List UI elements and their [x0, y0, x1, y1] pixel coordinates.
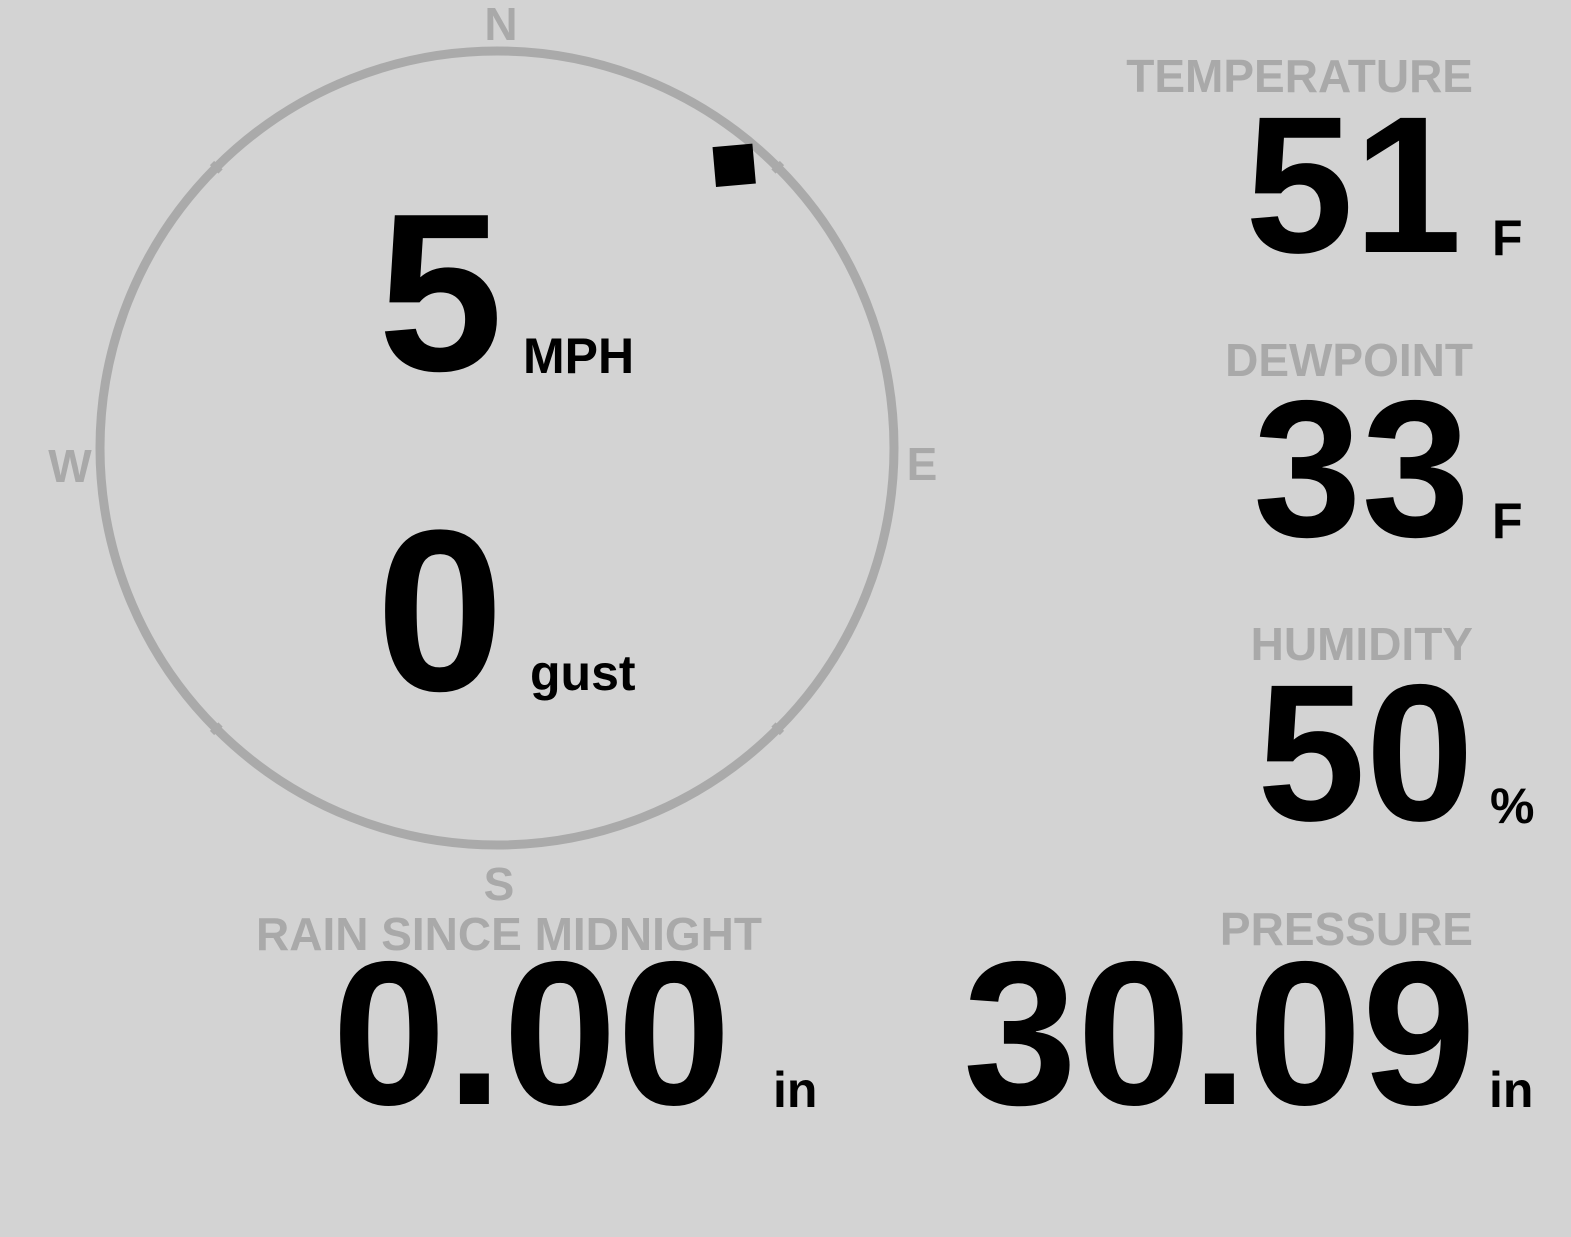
temperature-panel: TEMPERATURE 51 F [1126, 50, 1522, 294]
dewpoint-value: 33 [1253, 360, 1470, 578]
compass-west: W [48, 440, 92, 492]
humidity-unit: % [1490, 778, 1534, 834]
dewpoint-label: DEWPOINT [1225, 334, 1473, 386]
wind-speed-value: 5 [378, 166, 503, 418]
rain-value: 0.00 [332, 919, 731, 1148]
rain-panel: RAIN SINCE MIDNIGHT 0.00 in [256, 908, 817, 1148]
compass-tick [209, 160, 223, 174]
temperature-unit: F [1492, 210, 1523, 266]
compass-south: S [484, 858, 515, 910]
compass-east: E [907, 438, 938, 490]
wind-gust-value: 0 [376, 482, 504, 739]
humidity-panel: HUMIDITY 50 % [1251, 618, 1535, 862]
dewpoint-panel: DEWPOINT 33 F [1225, 334, 1522, 578]
wind-speed-unit: MPH [523, 328, 634, 384]
rain-unit: in [773, 1062, 817, 1118]
temperature-label: TEMPERATURE [1126, 50, 1473, 102]
pressure-panel: PRESSURE 30.09 in [963, 903, 1533, 1148]
compass-tick [771, 160, 785, 174]
pressure-value: 30.09 [963, 919, 1476, 1148]
humidity-value: 50 [1257, 644, 1474, 862]
dewpoint-unit: F [1492, 493, 1523, 549]
pressure-label: PRESSURE [1220, 903, 1473, 955]
pressure-unit: in [1489, 1062, 1533, 1118]
temperature-value: 51 [1245, 76, 1462, 294]
compass-ring [95, 46, 899, 850]
wind-direction-marker [712, 143, 756, 187]
wind-compass: N E S W 5 MPH 0 gust [48, 0, 937, 910]
humidity-label: HUMIDITY [1251, 618, 1473, 670]
compass-north: N [484, 0, 517, 50]
rain-label: RAIN SINCE MIDNIGHT [256, 908, 762, 960]
compass-tick [771, 722, 785, 736]
compass-tick [209, 722, 223, 736]
wind-gust-label: gust [530, 645, 636, 701]
compass-ticks [209, 160, 785, 736]
